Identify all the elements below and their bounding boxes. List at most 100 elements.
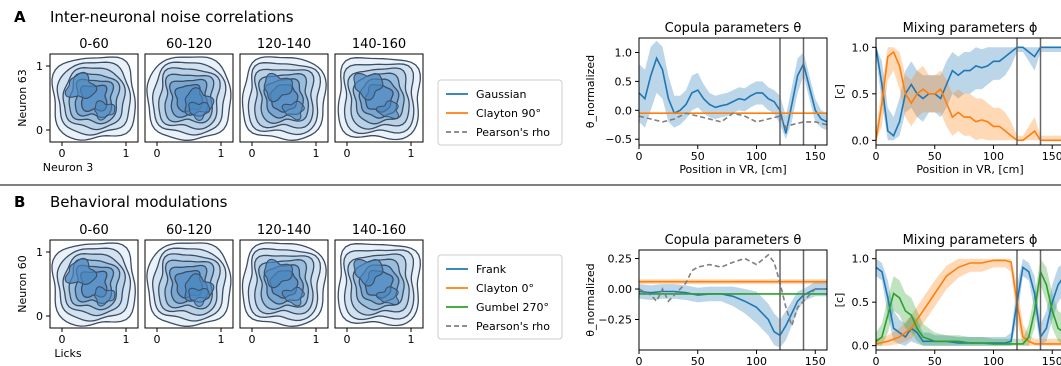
y-tick-label: 0.00 <box>608 283 633 296</box>
x-tick-label: 1 <box>313 333 320 346</box>
density-core <box>281 286 305 307</box>
y-tick-label: 0.5 <box>615 75 633 88</box>
density-subplot-title: 0-60 <box>79 37 109 52</box>
series-line <box>639 56 827 134</box>
density-frame <box>334 53 424 143</box>
density-subplot: 0-60 0 1 0 1 Neuron 3 Neuron 63 <box>16 37 139 174</box>
density-subplot-title: 60-120 <box>166 37 212 52</box>
density-subplot: 0-60 0 1 0 1 Licks Neuron 60 <box>16 223 139 360</box>
density-core <box>353 72 384 101</box>
series-line <box>876 259 1061 345</box>
density-subplot-title: 140-160 <box>352 223 406 238</box>
density-frame <box>239 53 329 143</box>
density-core <box>375 286 400 306</box>
density-ylabel: Neuron 60 <box>16 255 29 312</box>
confidence-band <box>876 258 1061 346</box>
y-tick-label: 0.0 <box>852 340 870 353</box>
x-tick-label: 50 <box>691 355 705 366</box>
density-ylabel: Neuron 63 <box>16 69 29 126</box>
line-charts: 0 50 100 150 −0.5 0.0 0.5 1.0 Copula parameters … <box>584 21 1061 366</box>
x-tick-label: 100 <box>983 355 1004 366</box>
axes-frame <box>875 249 1061 351</box>
x-tick-label: 0 <box>249 147 256 160</box>
x-tick-label: 1 <box>408 333 415 346</box>
series-line <box>639 288 827 337</box>
density-subplot: 140-160 0 1 <box>334 37 424 160</box>
density-core <box>263 258 293 289</box>
confidence-band <box>876 258 1061 346</box>
confidence-band <box>876 258 1061 346</box>
density-core <box>94 100 116 121</box>
density-core <box>263 72 293 103</box>
legend-box <box>437 79 563 146</box>
x-tick-label: 100 <box>746 150 767 163</box>
plot-area <box>639 250 827 350</box>
x-tick-label: 0 <box>344 333 351 346</box>
y-tick-label: 0.25 <box>608 253 633 266</box>
x-tick-label: 0 <box>873 150 880 163</box>
line-chart: 0 50 100 150 −0.25 0.00 0.25 Copula parameters … <box>584 233 828 366</box>
chart-xlabel: Position in VR, [cm] <box>916 163 1023 176</box>
density-subplot-title: 60-120 <box>166 223 212 238</box>
x-tick-label: 150 <box>805 355 826 366</box>
density-contours <box>146 242 232 327</box>
series-line <box>876 50 1061 142</box>
axes-frame <box>875 37 1061 146</box>
density-core <box>188 287 211 308</box>
density-frame <box>144 53 234 143</box>
confidence-band <box>876 47 1061 141</box>
density-contours <box>51 56 136 141</box>
x-tick-label: 1 <box>313 147 320 160</box>
density-frame <box>144 239 234 329</box>
density-contours <box>51 242 136 327</box>
density-frame <box>334 239 424 329</box>
density-core <box>188 101 211 122</box>
y-tick-label: 1 <box>36 246 43 259</box>
y-tick-label: 0.0 <box>615 104 633 117</box>
density-frame <box>49 239 139 329</box>
density-contours <box>337 57 421 141</box>
legend-label: Pearson's rho <box>476 320 550 333</box>
panel-a-letter: A <box>14 8 26 26</box>
x-tick-label: 50 <box>928 150 942 163</box>
legend-a: Gaussian Clayton 90° Pearson's rho <box>437 79 563 146</box>
density-frame <box>239 239 329 329</box>
density-core <box>353 258 384 287</box>
chart-xlabel: Position in VR, [cm] <box>679 163 786 176</box>
legend-label: Gaussian <box>476 88 526 101</box>
x-tick-label: 0 <box>873 355 880 366</box>
confidence-band <box>876 47 1061 141</box>
x-tick-label: 0 <box>636 150 643 163</box>
x-tick-label: 0 <box>249 333 256 346</box>
density-core <box>94 286 116 307</box>
x-tick-label: 1 <box>408 147 415 160</box>
density-xlabel: Licks <box>54 347 82 360</box>
series-line <box>639 253 827 329</box>
y-tick-label: 0 <box>36 124 43 137</box>
x-tick-label: 0 <box>59 147 66 160</box>
density-contours <box>337 243 421 327</box>
series-line <box>876 46 1061 137</box>
legend-label: Gumbel 270° <box>476 301 549 314</box>
y-tick-label: 0.0 <box>852 134 870 147</box>
density-subplot: 60-120 0 1 <box>144 223 234 346</box>
chart-ylabel: θ_normalized <box>584 263 597 336</box>
density-subplot: 120-140 0 1 <box>239 37 329 160</box>
legend-label: Frank <box>476 263 507 276</box>
line-chart: 0 50 100 150 −0.5 0.0 0.5 1.0 Copula parameters … <box>584 21 828 176</box>
x-tick-label: 100 <box>746 355 767 366</box>
x-tick-label: 150 <box>1042 150 1061 163</box>
x-tick-label: 0 <box>154 147 161 160</box>
chart-title: Copula parameters θ <box>665 233 802 248</box>
legend-label: Pearson's rho <box>476 126 550 139</box>
legend-box <box>437 254 563 340</box>
y-tick-label: −0.5 <box>605 133 632 146</box>
chart-ylabel: [c] <box>833 293 846 308</box>
density-subplot-title: 120-140 <box>257 37 311 52</box>
density-subplot-title: 120-140 <box>257 223 311 238</box>
x-tick-label: 0 <box>59 333 66 346</box>
density-contours <box>146 56 232 141</box>
